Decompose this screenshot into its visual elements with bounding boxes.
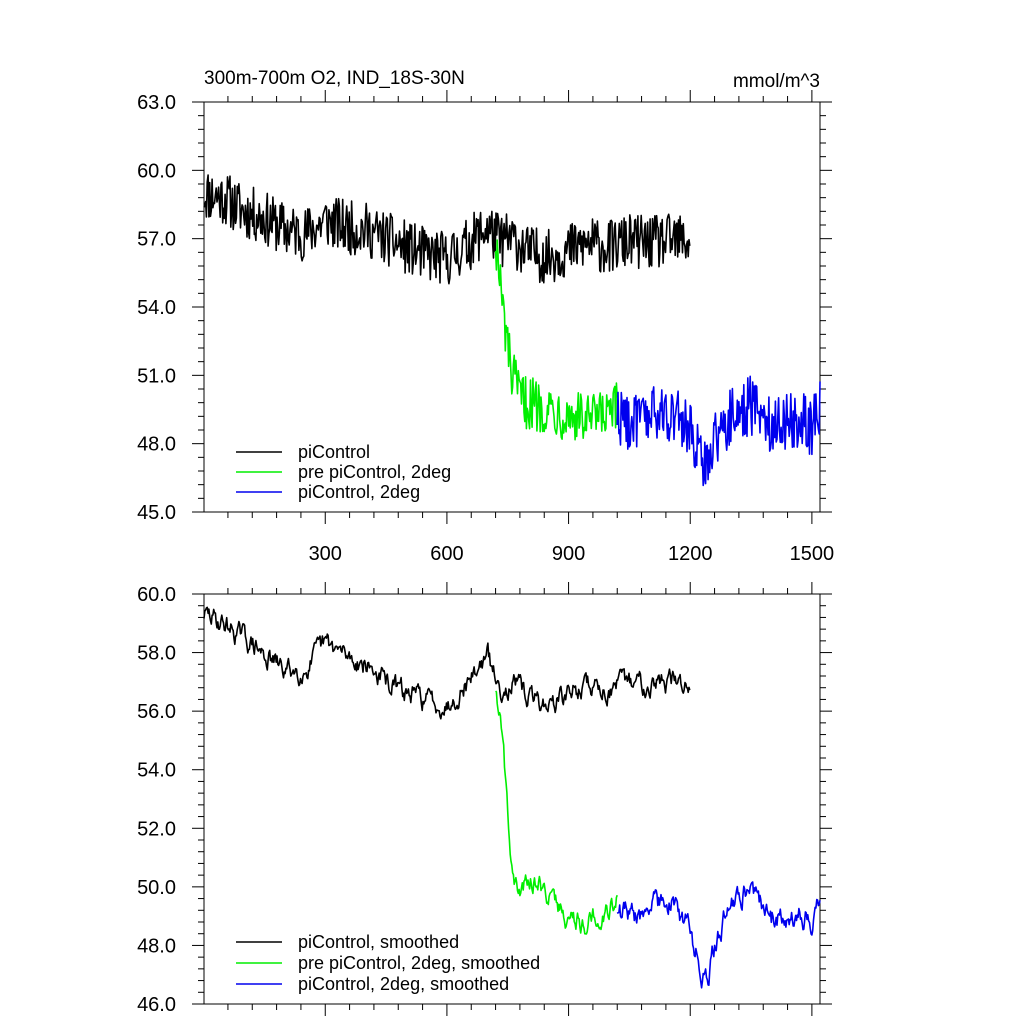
y-tick-label: 60.0 <box>137 584 176 606</box>
legend-label-picontrol-2deg: piControl, 2deg <box>298 482 420 502</box>
x-tick-label: 300 <box>309 543 342 565</box>
legend-label-pre-picontrol: pre piControl, 2deg <box>298 462 451 482</box>
y-tick-label: 51.0 <box>137 365 176 387</box>
y-tick-label: 57.0 <box>137 229 176 251</box>
axis-ticks: 60.0 58.0 56.0 54.0 52.0 50.0 48.0 46.0 <box>137 582 832 1016</box>
legend: piControl, smoothed pre piControl, 2deg,… <box>236 932 540 994</box>
y-tick-label: 46.0 <box>137 994 176 1016</box>
y-tick-label: 45.0 <box>137 502 176 524</box>
y-tick-label: 60.0 <box>137 160 176 182</box>
series-lines <box>203 606 821 989</box>
y-tick-label: 52.0 <box>137 818 176 840</box>
axis-ticks: 300 600 900 1200 1500 63.0 60.0 57.0 54.0 51.0 48.… <box>137 90 834 565</box>
series-line-picontrol-smoothed <box>203 606 691 720</box>
y-tick-label: 48.0 <box>137 434 176 456</box>
series-line-pre-picontrol-2deg-smoothed <box>495 690 618 935</box>
series-line-picontrol-2deg-smoothed <box>616 881 821 989</box>
bottom-panel: 60.0 58.0 56.0 54.0 52.0 50.0 48.0 46.0 piContr… <box>137 582 832 1016</box>
legend-label-picontrol: piControl <box>298 442 370 462</box>
y-tick-label: 58.0 <box>137 643 176 665</box>
y-tick-label: 48.0 <box>137 935 176 957</box>
chart-title: 300m-700m O2, IND_18S-30N <box>204 68 465 89</box>
x-tick-label: 600 <box>430 543 463 565</box>
x-tick-label: 1500 <box>790 543 835 565</box>
legend-label-picontrol-2deg-smoothed: piControl, 2deg, smoothed <box>298 974 509 994</box>
series-lines <box>203 174 821 487</box>
x-tick-label: 900 <box>552 543 585 565</box>
series-line-picontrol-2deg <box>616 375 821 487</box>
plot-frame <box>203 593 821 1005</box>
legend-label-picontrol-smoothed: piControl, smoothed <box>298 932 459 952</box>
legend-label-pre-picontrol-smoothed: pre piControl, 2deg, smoothed <box>298 953 540 973</box>
series-line-pre-picontrol-2deg <box>494 239 618 441</box>
plot-frame <box>203 101 821 513</box>
y-tick-label: 54.0 <box>137 297 176 319</box>
x-tick-label: 1200 <box>668 543 713 565</box>
y-tick-label: 50.0 <box>137 877 176 899</box>
series-line-picontrol <box>203 174 691 285</box>
y-tick-label: 54.0 <box>137 760 176 782</box>
y-tick-label: 63.0 <box>137 92 176 114</box>
units-label: mmol/m^3 <box>733 71 820 92</box>
legend: piControl pre piControl, 2deg piControl,… <box>236 442 451 502</box>
top-panel: 300m-700m O2, IND_18S-30N mmol/m^3 300 60… <box>137 68 834 565</box>
y-tick-label: 56.0 <box>137 701 176 723</box>
